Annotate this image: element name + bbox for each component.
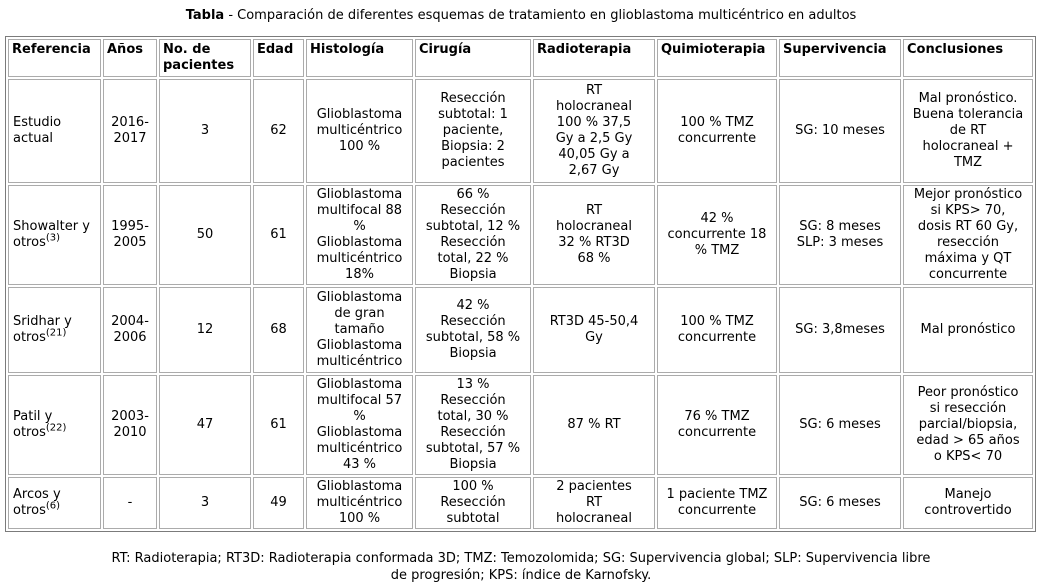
cell-quimioterapia: 100 % TMZ concurrente: [657, 79, 777, 183]
reference-text: Patil y otros: [13, 409, 53, 440]
cell-anos: 1995- 2005: [103, 185, 157, 285]
cell-edad: 62: [253, 79, 304, 183]
cell-referencia: Showalter y otros(3): [8, 185, 101, 285]
cell-radioterapia: 2 pacientes RT holocraneal: [533, 477, 655, 529]
cell-anos: 2004- 2006: [103, 287, 157, 373]
column-header-anos: Años: [103, 39, 157, 77]
table-row-patil: Patil y otros(22) 2003- 2010 47 61 Gliob…: [8, 375, 1033, 475]
cell-referencia: Arcos y otros(6): [8, 477, 101, 529]
column-header-quimioterapia: Quimioterapia: [657, 39, 777, 77]
column-header-radioterapia: Radioterapia: [533, 39, 655, 77]
cell-quimioterapia: 76 % TMZ concurrente: [657, 375, 777, 475]
cell-radioterapia: RT3D 45-50,4 Gy: [533, 287, 655, 373]
cell-edad: 61: [253, 375, 304, 475]
cell-histologia: Glioblastoma multicéntrico 100 %: [306, 477, 413, 529]
reference-superscript: (3): [45, 232, 61, 244]
header-row: Referencia Años No. de pacientes Edad Hi…: [8, 39, 1033, 77]
cell-edad: 68: [253, 287, 304, 373]
cell-conclusiones: Mejor pronóstico si KPS> 70, dosis RT 60…: [903, 185, 1033, 285]
caption-label: Tabla: [185, 8, 225, 23]
reference-superscript: (6): [45, 500, 61, 512]
cell-conclusiones: Mal pronóstico. Buena tolerancia de RT h…: [903, 79, 1033, 183]
cell-cirugia: Resección subtotal: 1 paciente, Biopsia:…: [415, 79, 531, 183]
cell-referencia: Sridhar y otros(21): [8, 287, 101, 373]
column-header-supervivencia: Supervivencia: [779, 39, 901, 77]
cell-conclusiones: Peor pronóstico si resección parcial/bio…: [903, 375, 1033, 475]
cell-referencia: Patil y otros(22): [8, 375, 101, 475]
cell-anos: 2003- 2010: [103, 375, 157, 475]
cell-quimioterapia: 100 % TMZ concurrente: [657, 287, 777, 373]
cell-cirugia: 66 % Resección subtotal, 12 % Resección …: [415, 185, 531, 285]
cell-cirugia: 100 % Resección subtotal: [415, 477, 531, 529]
column-header-pacientes: No. de pacientes: [159, 39, 251, 77]
cell-supervivencia: SG: 6 meses: [779, 477, 901, 529]
column-header-referencia: Referencia: [8, 39, 101, 77]
reference-text: Sridhar y otros: [13, 314, 72, 345]
table-row-estudio-actual: Estudio actual 2016- 2017 3 62 Glioblast…: [8, 79, 1033, 183]
cell-supervivencia: SG: 10 meses: [779, 79, 901, 183]
footnote: RT: Radioterapia; RT3D: Radioterapia con…: [111, 551, 931, 583]
table-row-showalter: Showalter y otros(3) 1995- 2005 50 61 Gl…: [8, 185, 1033, 285]
cell-histologia: Glioblastoma multifocal 88 % Glioblastom…: [306, 185, 413, 285]
column-header-edad: Edad: [253, 39, 304, 77]
cell-radioterapia: RT holocraneal 100 % 37,5 Gy a 2,5 Gy 40…: [533, 79, 655, 183]
column-header-cirugia: Cirugía: [415, 39, 531, 77]
cell-histologia: Glioblastoma multicéntrico 100 %: [306, 79, 413, 183]
cell-referencia: Estudio actual: [8, 79, 101, 183]
cell-supervivencia: SG: 3,8meses: [779, 287, 901, 373]
table-row-arcos: Arcos y otros(6) - 3 49 Glioblastoma mul…: [8, 477, 1033, 529]
column-header-conclusiones: Conclusiones: [903, 39, 1033, 77]
cell-histologia: Glioblastoma multifocal 57 % Glioblastom…: [306, 375, 413, 475]
cell-supervivencia: SG: 6 meses: [779, 375, 901, 475]
cell-edad: 61: [253, 185, 304, 285]
reference-text: Estudio actual: [13, 115, 62, 146]
cell-pacientes: 12: [159, 287, 251, 373]
cell-quimioterapia: 42 % concurrente 18 % TMZ: [657, 185, 777, 285]
cell-pacientes: 47: [159, 375, 251, 475]
cell-conclusiones: Manejo controvertido: [903, 477, 1033, 529]
treatment-comparison-table: Referencia Años No. de pacientes Edad Hi…: [5, 36, 1036, 532]
cell-pacientes: 50: [159, 185, 251, 285]
cell-conclusiones: Mal pronóstico: [903, 287, 1033, 373]
cell-edad: 49: [253, 477, 304, 529]
reference-text: Showalter y otros: [13, 219, 90, 250]
reference-text: Arcos y otros: [13, 487, 61, 518]
cell-pacientes: 3: [159, 477, 251, 529]
cell-radioterapia: RT holocraneal 32 % RT3D 68 %: [533, 185, 655, 285]
cell-histologia: Glioblastoma de gran tamaño Glioblastoma…: [306, 287, 413, 373]
caption-text: - Comparación de diferentes esquemas de …: [228, 8, 857, 23]
cell-cirugia: 42 % Resección subtotal, 58 % Biopsia: [415, 287, 531, 373]
cell-anos: -: [103, 477, 157, 529]
cell-radioterapia: 87 % RT: [533, 375, 655, 475]
cell-supervivencia: SG: 8 meses SLP: 3 meses: [779, 185, 901, 285]
table-caption: Tabla - Comparación de diferentes esquem…: [5, 8, 1037, 24]
cell-quimioterapia: 1 paciente TMZ concurrente: [657, 477, 777, 529]
cell-anos: 2016- 2017: [103, 79, 157, 183]
column-header-histologia: Histología: [306, 39, 413, 77]
reference-superscript: (21): [45, 327, 67, 339]
reference-superscript: (22): [45, 422, 67, 434]
table-row-sridhar: Sridhar y otros(21) 2004- 2006 12 68 Gli…: [8, 287, 1033, 373]
cell-pacientes: 3: [159, 79, 251, 183]
cell-cirugia: 13 % Resección total, 30 % Resección sub…: [415, 375, 531, 475]
